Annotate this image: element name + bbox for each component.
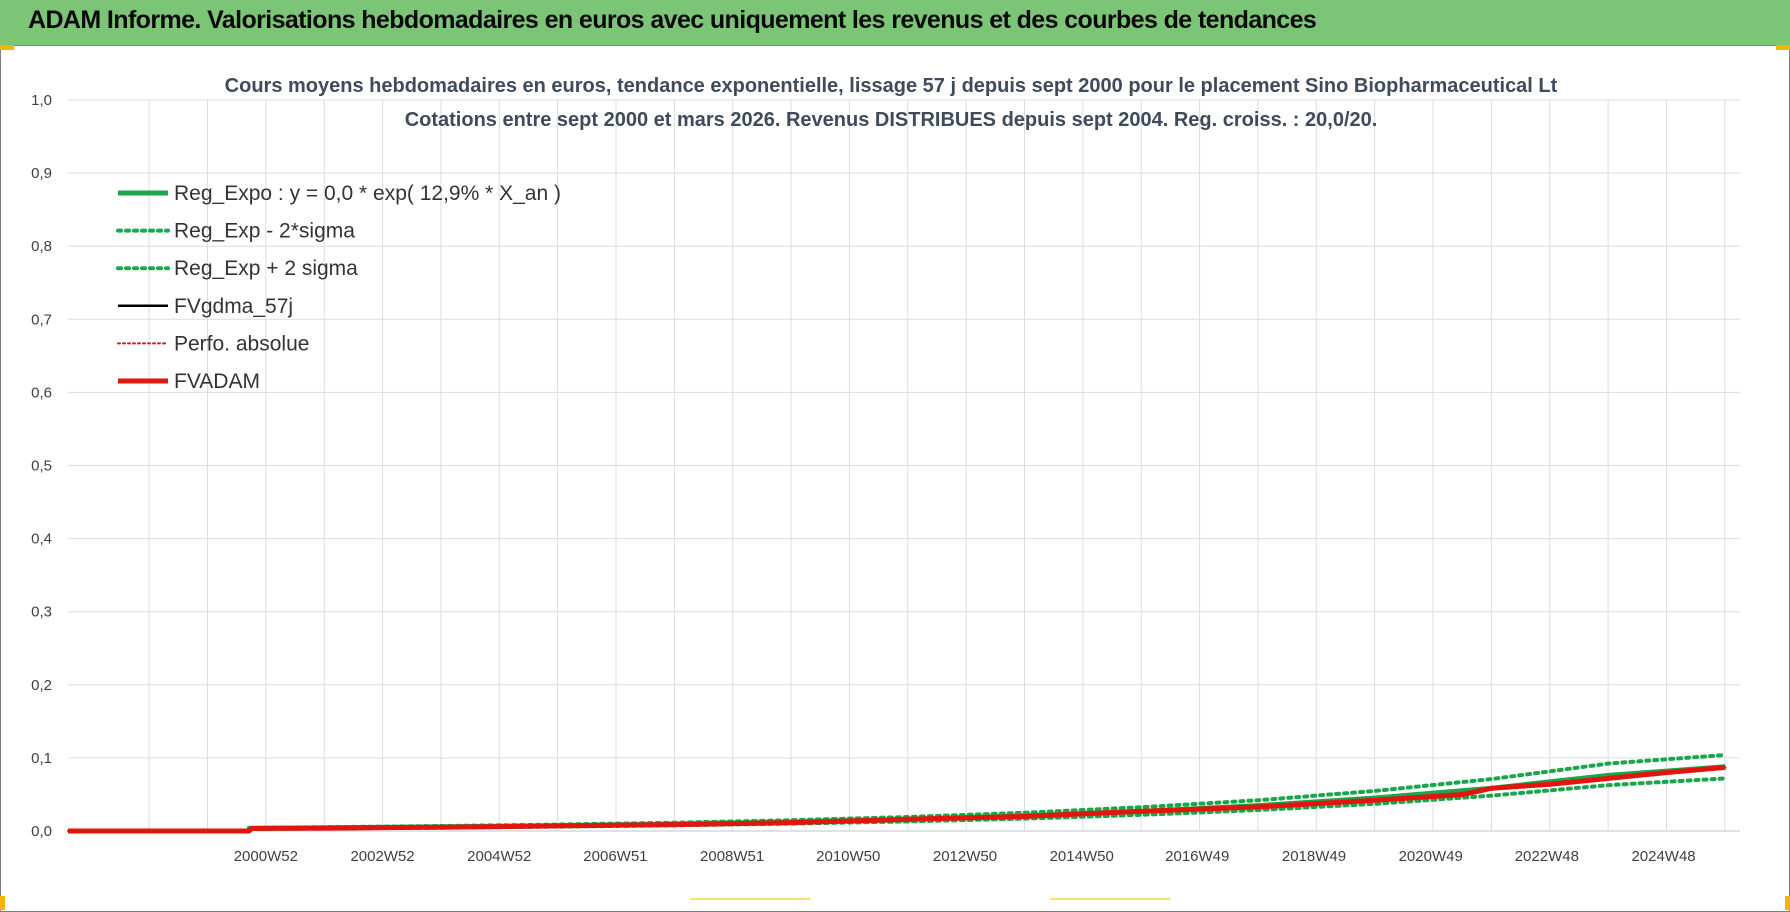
- accent-line-right: [1050, 898, 1170, 900]
- y-tick-label: 0,5: [31, 458, 52, 475]
- legend-label: Reg_Exp - 2*sigma: [174, 220, 355, 243]
- y-tick-label: 0,2: [31, 677, 52, 694]
- legend-label: Reg_Exp + 2 sigma: [174, 257, 358, 280]
- x-tick-label: 2006W51: [583, 848, 647, 865]
- x-tick-label: 2018W49: [1282, 848, 1346, 865]
- x-tick-label: 2012W50: [933, 848, 997, 865]
- corner-mark-top-left: [0, 45, 14, 50]
- x-tick-label: 2008W51: [700, 848, 764, 865]
- y-axis-ticks: 0,0 0,1 0,2 0,3 0,4 0,5 0,6 0,7 0,8 0,9 1,0: [31, 92, 52, 840]
- x-tick-label: 2000W52: [234, 848, 298, 865]
- y-tick-label: 0,7: [31, 311, 52, 328]
- x-tick-label: 2024W48: [1631, 848, 1695, 865]
- corner-mark-bottom-right: [1785, 896, 1790, 910]
- series-line-4: [67, 766, 1727, 832]
- y-tick-label: 0,9: [31, 165, 52, 182]
- series-group: [67, 753, 1728, 834]
- x-tick-label: 2022W48: [1515, 848, 1579, 865]
- y-tick-label: 0,1: [31, 750, 52, 767]
- legend: Reg_Expo : y = 0,0 * exp( 12,9% * X_an )…: [116, 182, 561, 393]
- y-tick-label: 0,8: [31, 238, 52, 255]
- y-tick-label: 1,0: [31, 92, 52, 109]
- report-header: ADAM Informe. Valorisations hebdomadaire…: [0, 0, 1790, 46]
- legend-label: FVgdma_57j: [174, 295, 293, 318]
- corner-mark-top-right: [1776, 45, 1790, 50]
- x-axis-ticks: 2000W52 2002W52 2004W52 2006W51 2008W51 2010W…: [234, 848, 1696, 865]
- y-tick-label: 0,3: [31, 604, 52, 621]
- legend-label: Perfo. absolue: [174, 332, 309, 355]
- x-tick-label: 2004W52: [467, 848, 531, 865]
- y-tick-label: 0,4: [31, 531, 52, 548]
- y-tick-label: 0,0: [31, 823, 52, 840]
- y-tick-label: 0,6: [31, 384, 52, 401]
- x-tick-label: 2002W52: [350, 848, 414, 865]
- chart-title-line-1: Cours moyens hebdomadaires en euros, ten…: [225, 75, 1558, 97]
- grid: [68, 99, 1740, 832]
- report-title: ADAM Informe. Valorisations hebdomadaire…: [28, 6, 1317, 34]
- accent-line-left: [690, 898, 810, 900]
- line-chart: 0,0 0,1 0,2 0,3 0,4 0,5 0,6 0,7 0,8 0,9 1,0 2000W5…: [31, 75, 1740, 865]
- chart-title-line-2: Cotations entre sept 2000 et mars 2026. …: [405, 109, 1378, 131]
- legend-label: FVADAM: [174, 370, 260, 393]
- x-tick-label: 2014W50: [1050, 848, 1114, 865]
- corner-mark-bottom-left: [0, 896, 5, 910]
- x-tick-label: 2020W49: [1399, 848, 1463, 865]
- x-tick-label: 2016W49: [1165, 848, 1229, 865]
- series-line-5: [68, 764, 1726, 834]
- legend-label: Reg_Expo : y = 0,0 * exp( 12,9% * X_an ): [174, 182, 561, 205]
- x-tick-label: 2010W50: [816, 848, 880, 865]
